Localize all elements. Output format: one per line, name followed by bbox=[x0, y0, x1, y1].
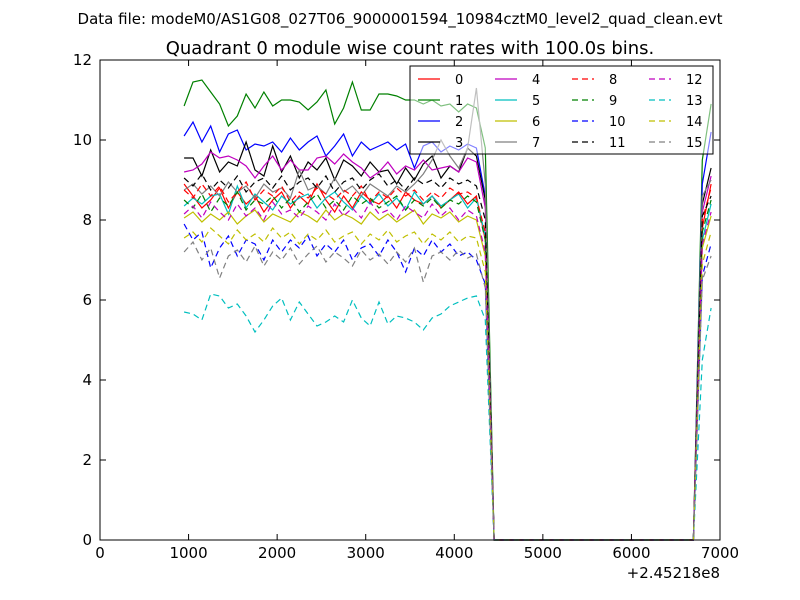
chart-title: Quadrant 0 module wise count rates with … bbox=[166, 38, 655, 59]
series-line-5 bbox=[183, 184, 712, 541]
y-tick-label: 8 bbox=[82, 211, 92, 229]
y-tick-label: 0 bbox=[82, 531, 92, 549]
series-line-0 bbox=[183, 182, 712, 541]
y-tick-label: 10 bbox=[73, 131, 92, 149]
y-tick-label: 2 bbox=[82, 451, 92, 469]
series-line-13 bbox=[183, 293, 712, 541]
legend-label-4: 4 bbox=[532, 73, 540, 88]
x-offset-label: +2.45218e8 bbox=[627, 564, 720, 582]
legend-label-1: 1 bbox=[455, 94, 463, 109]
series-line-6 bbox=[183, 209, 712, 541]
legend-label-9: 9 bbox=[609, 94, 617, 109]
legend-frame bbox=[409, 65, 714, 155]
series-line-12 bbox=[183, 200, 712, 541]
x-tick-label: 0 bbox=[95, 544, 105, 562]
series-line-4 bbox=[183, 151, 712, 541]
data-file-header: Data file: modeM0/AS1G08_027T06_90000015… bbox=[78, 10, 723, 29]
x-tick-label: 1000 bbox=[169, 544, 207, 562]
series-line-9 bbox=[183, 190, 712, 541]
series-line-15 bbox=[183, 240, 712, 541]
x-tick-label: 5000 bbox=[524, 544, 562, 562]
x-tick-label: 3000 bbox=[347, 544, 385, 562]
legend-label-15: 15 bbox=[686, 136, 703, 151]
legend-label-11: 11 bbox=[609, 136, 626, 151]
x-tick-label: 4000 bbox=[435, 544, 473, 562]
legend-label-5: 5 bbox=[532, 94, 540, 109]
legend-label-13: 13 bbox=[686, 94, 703, 109]
legend-label-2: 2 bbox=[455, 115, 463, 130]
x-tick-label: 2000 bbox=[258, 544, 296, 562]
legend-label-14: 14 bbox=[686, 115, 703, 130]
series-line-10 bbox=[183, 223, 712, 541]
series-line-7 bbox=[183, 87, 712, 541]
legend-label-10: 10 bbox=[609, 115, 626, 130]
y-tick-label: 12 bbox=[73, 51, 92, 69]
series-layer bbox=[183, 79, 712, 541]
y-tick-label: 4 bbox=[82, 371, 92, 389]
legend-label-0: 0 bbox=[455, 73, 463, 88]
x-tick-label: 7000 bbox=[701, 544, 739, 562]
legend-label-6: 6 bbox=[532, 115, 540, 130]
legend-label-3: 3 bbox=[455, 136, 463, 151]
y-tick-label: 6 bbox=[82, 291, 92, 309]
series-line-11 bbox=[183, 172, 712, 541]
series-line-14 bbox=[183, 227, 712, 541]
legend-label-7: 7 bbox=[532, 136, 540, 151]
series-line-8 bbox=[183, 180, 712, 541]
legend-label-8: 8 bbox=[609, 73, 617, 88]
x-tick-label: 6000 bbox=[612, 544, 650, 562]
legend-label-12: 12 bbox=[686, 73, 703, 88]
